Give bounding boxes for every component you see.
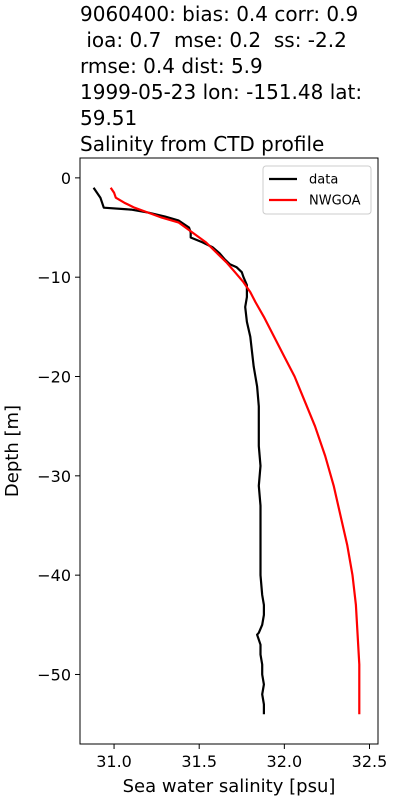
y-tick-label: 0 xyxy=(61,169,71,188)
title-line-5: 59.51 xyxy=(80,106,138,130)
chart-title: 9060400: bias: 0.4 corr: 0.9 ioa: 0.7 ms… xyxy=(80,1,398,157)
x-axis-label: Sea water salinity [psu] xyxy=(123,776,336,797)
title-line-1: 9060400: bias: 0.4 corr: 0.9 xyxy=(80,2,359,26)
title-line-2: ioa: 0.7 mse: 0.2 ss: -2.2 xyxy=(80,28,347,52)
y-axis-label: Depth [m] xyxy=(2,405,23,497)
title-line-3: rmse: 0.4 dist: 5.9 xyxy=(80,54,263,78)
title-line-4: 1999-05-23 lon: -151.48 lat: xyxy=(80,80,363,104)
y-axis: 0 −10 −20 −30 −40 −50 xyxy=(37,169,80,684)
series-line-2 xyxy=(109,187,361,715)
y-tick-label: −10 xyxy=(37,268,71,287)
x-tick-label: 32.0 xyxy=(267,752,303,771)
legend: data NWGOA xyxy=(262,165,372,215)
x-tick-label: 32.5 xyxy=(352,752,388,771)
plot-frame xyxy=(79,157,379,745)
x-tick-label: 31.5 xyxy=(181,752,217,771)
legend-label: data xyxy=(309,173,338,188)
y-tick-label: −50 xyxy=(37,665,71,684)
y-tick-label: −40 xyxy=(37,566,71,585)
x-tick-label: 31.0 xyxy=(96,752,132,771)
legend-label: NWGOA xyxy=(309,194,361,209)
series-line-1 xyxy=(92,187,265,715)
y-tick-label: −20 xyxy=(37,368,71,387)
x-axis: 31.0 31.5 32.0 32.5 xyxy=(96,744,387,771)
y-tick-label: −30 xyxy=(37,467,71,486)
series-layer xyxy=(92,187,361,715)
title-line-6: Salinity from CTD profile xyxy=(80,132,325,156)
